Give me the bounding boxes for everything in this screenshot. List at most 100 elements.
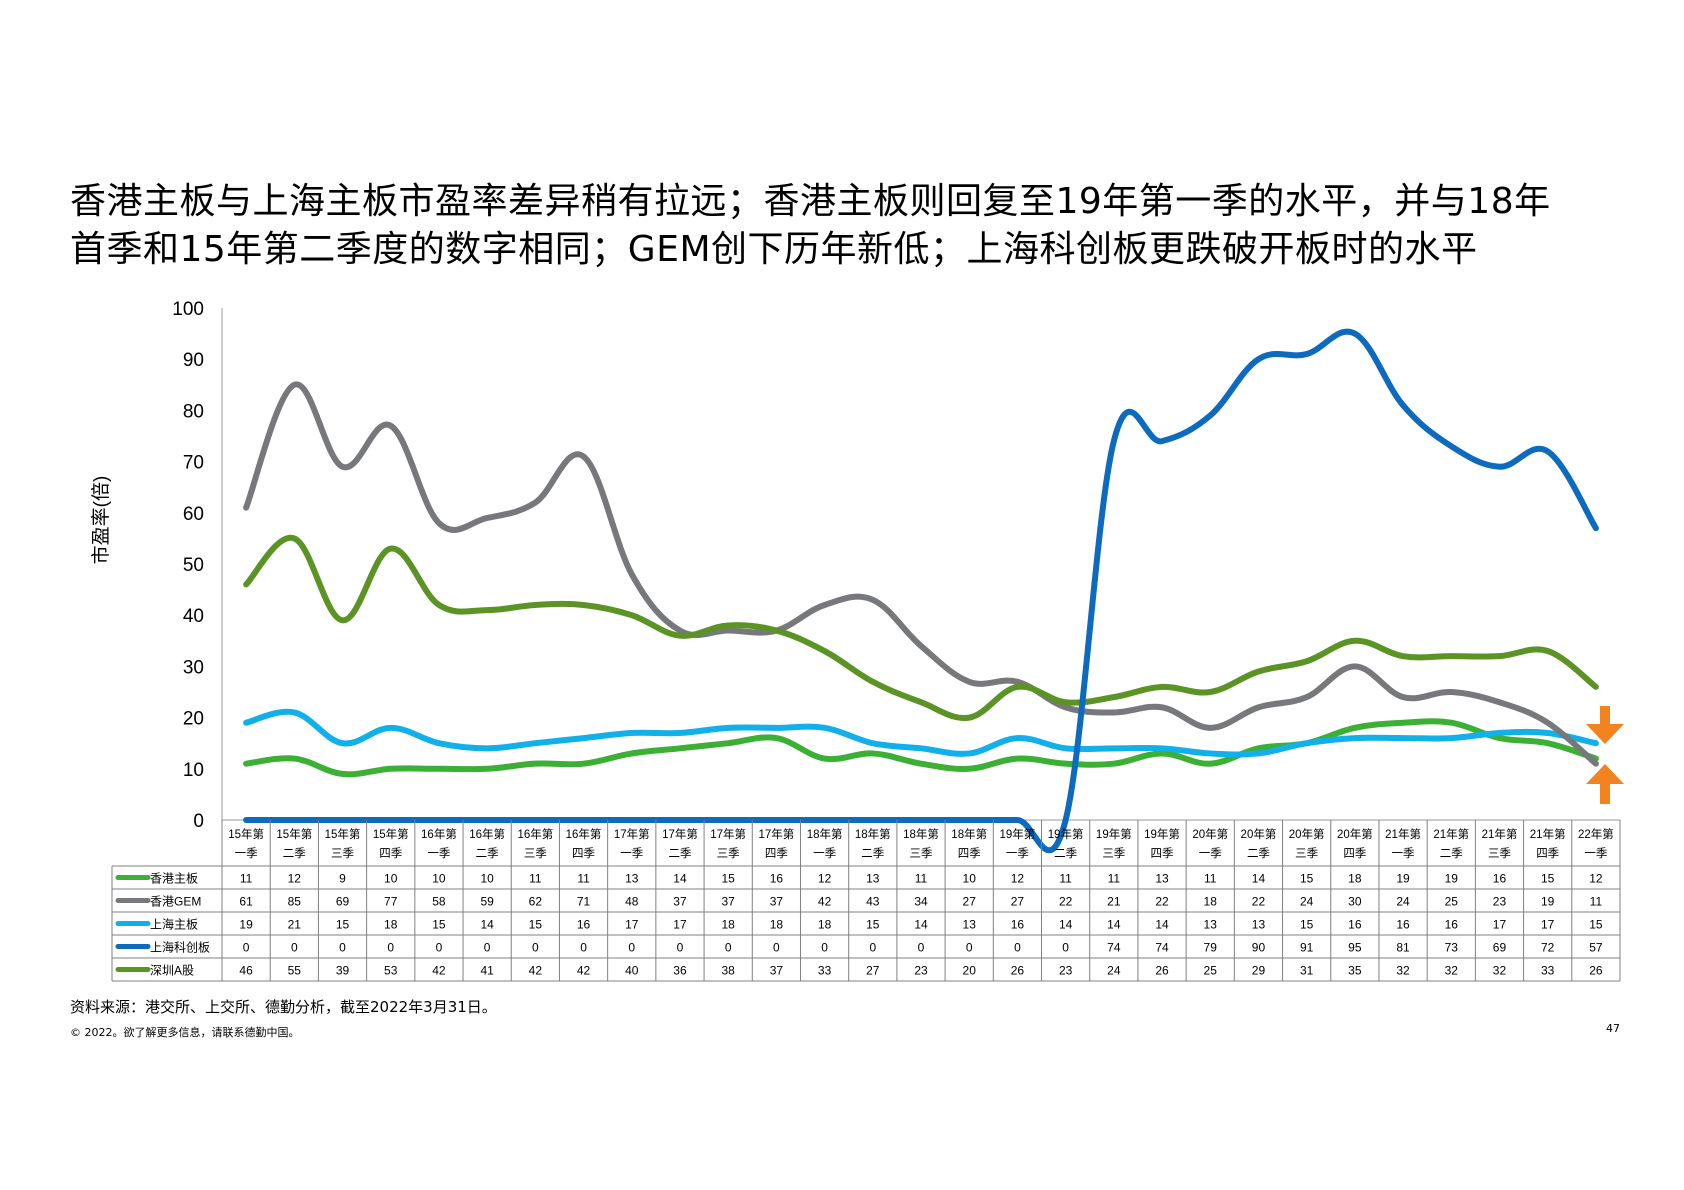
x-tick-label: 16年第 bbox=[469, 827, 505, 841]
data-label: 10 bbox=[432, 872, 446, 886]
data-label: 42 bbox=[818, 895, 832, 909]
data-label: 0 bbox=[291, 941, 298, 955]
data-label: 11 bbox=[240, 872, 253, 886]
x-tick-label: 二季 bbox=[1440, 847, 1463, 860]
data-label: 18 bbox=[818, 918, 832, 932]
data-label: 14 bbox=[1252, 872, 1266, 886]
series-line bbox=[243, 708, 1599, 758]
data-label: 13 bbox=[1155, 872, 1169, 886]
series-line bbox=[243, 381, 1599, 767]
data-label: 90 bbox=[1252, 941, 1266, 955]
data-label: 81 bbox=[1396, 941, 1410, 955]
data-label: 0 bbox=[1014, 941, 1021, 955]
x-tick-label: 三季 bbox=[717, 847, 740, 860]
data-label: 53 bbox=[384, 964, 398, 978]
data-label: 10 bbox=[963, 872, 977, 886]
data-label: 22 bbox=[1155, 895, 1169, 909]
data-label: 40 bbox=[625, 964, 639, 978]
data-label: 11 bbox=[1108, 872, 1121, 886]
data-label: 23 bbox=[1493, 895, 1507, 909]
y-tick-label: 70 bbox=[183, 453, 204, 474]
data-label: 20 bbox=[963, 964, 977, 978]
data-label: 0 bbox=[725, 941, 732, 955]
data-label: 15 bbox=[336, 918, 350, 932]
data-label: 13 bbox=[1204, 918, 1218, 932]
x-tick-label: 一季 bbox=[1584, 847, 1607, 860]
data-label: 27 bbox=[1011, 895, 1025, 909]
data-label: 16 bbox=[1348, 918, 1362, 932]
title-line-2: 首季和15年第二季度的数字相同；GEM创下历年新低；上海科创板更跌破开板时的水平 bbox=[70, 229, 1478, 270]
series-lines bbox=[243, 328, 1599, 854]
data-label: 24 bbox=[1300, 895, 1314, 909]
data-label: 11 bbox=[577, 872, 590, 886]
x-tick-label: 16年第 bbox=[566, 827, 602, 841]
data-label: 95 bbox=[1348, 941, 1362, 955]
x-tick-label: 三季 bbox=[1102, 847, 1125, 860]
page-number: 47 bbox=[1606, 1022, 1620, 1035]
legend-label: 上海科创板 bbox=[150, 940, 210, 955]
arrow-up-icon bbox=[1586, 764, 1624, 804]
data-label: 71 bbox=[577, 895, 591, 909]
data-label: 25 bbox=[1445, 895, 1459, 909]
data-label: 61 bbox=[239, 895, 253, 909]
data-label: 37 bbox=[673, 895, 687, 909]
data-label: 14 bbox=[1155, 918, 1169, 932]
x-tick-label: 20年第 bbox=[1289, 827, 1325, 841]
data-label: 62 bbox=[529, 895, 543, 909]
x-tick-label: 二季 bbox=[1247, 847, 1270, 860]
data-label: 26 bbox=[1589, 964, 1603, 978]
data-label: 24 bbox=[1396, 895, 1410, 909]
data-label: 13 bbox=[963, 918, 977, 932]
data-label: 23 bbox=[1059, 964, 1073, 978]
data-label: 15 bbox=[432, 918, 446, 932]
x-tick-label: 17年第 bbox=[710, 827, 746, 841]
x-tick-label: 三季 bbox=[524, 847, 547, 860]
x-tick-label: 一季 bbox=[1199, 847, 1222, 860]
series-line bbox=[243, 718, 1599, 778]
data-label: 10 bbox=[480, 872, 494, 886]
data-label: 19 bbox=[1541, 895, 1555, 909]
data-label: 72 bbox=[1541, 941, 1555, 955]
data-label: 85 bbox=[288, 895, 302, 909]
x-tick-label: 17年第 bbox=[614, 827, 650, 841]
data-label: 37 bbox=[721, 895, 735, 909]
data-label: 11 bbox=[1059, 872, 1072, 886]
x-tick-label: 四季 bbox=[379, 847, 402, 860]
x-tick-label: 21年第 bbox=[1482, 827, 1518, 841]
data-label: 26 bbox=[1011, 964, 1025, 978]
x-tick-label: 一季 bbox=[620, 847, 643, 860]
x-tick-label: 三季 bbox=[1488, 847, 1511, 860]
x-tick-label: 二季 bbox=[668, 847, 691, 860]
data-label: 0 bbox=[918, 941, 925, 955]
legend-label: 深圳A股 bbox=[150, 964, 194, 978]
y-tick-label: 60 bbox=[183, 504, 204, 525]
data-label: 57 bbox=[1589, 941, 1603, 955]
x-tick-label: 20年第 bbox=[1337, 827, 1373, 841]
data-label: 42 bbox=[529, 964, 543, 978]
copyright-note: © 2022。欲了解更多信息，请联系德勤中国。 bbox=[70, 1026, 300, 1039]
axes: 0 10 20 30 40 50 60 70 80 90 100 市盈率(倍) bbox=[90, 299, 1620, 832]
data-label: 36 bbox=[673, 964, 687, 978]
data-label: 0 bbox=[436, 941, 443, 955]
data-label: 69 bbox=[336, 895, 350, 909]
data-label: 32 bbox=[1396, 964, 1410, 978]
data-label: 12 bbox=[818, 872, 832, 886]
data-label: 33 bbox=[1541, 964, 1555, 978]
data-label: 10 bbox=[384, 872, 398, 886]
data-label: 18 bbox=[1204, 895, 1218, 909]
data-label: 13 bbox=[866, 872, 880, 886]
x-tick-label: 18年第 bbox=[807, 827, 843, 841]
x-tick-label: 三季 bbox=[1295, 847, 1318, 860]
x-tick-label: 一季 bbox=[1392, 847, 1415, 860]
x-tick-label: 四季 bbox=[958, 847, 981, 860]
data-label: 0 bbox=[628, 941, 635, 955]
data-label: 11 bbox=[1204, 872, 1217, 886]
x-tick-label: 四季 bbox=[1343, 847, 1366, 860]
x-tick-label: 20年第 bbox=[1241, 827, 1277, 841]
data-label: 22 bbox=[1252, 895, 1266, 909]
data-label: 41 bbox=[480, 964, 494, 978]
data-label: 9 bbox=[339, 872, 346, 886]
data-label: 31 bbox=[1300, 964, 1314, 978]
x-tick-label: 四季 bbox=[1151, 847, 1174, 860]
data-label: 23 bbox=[914, 964, 928, 978]
